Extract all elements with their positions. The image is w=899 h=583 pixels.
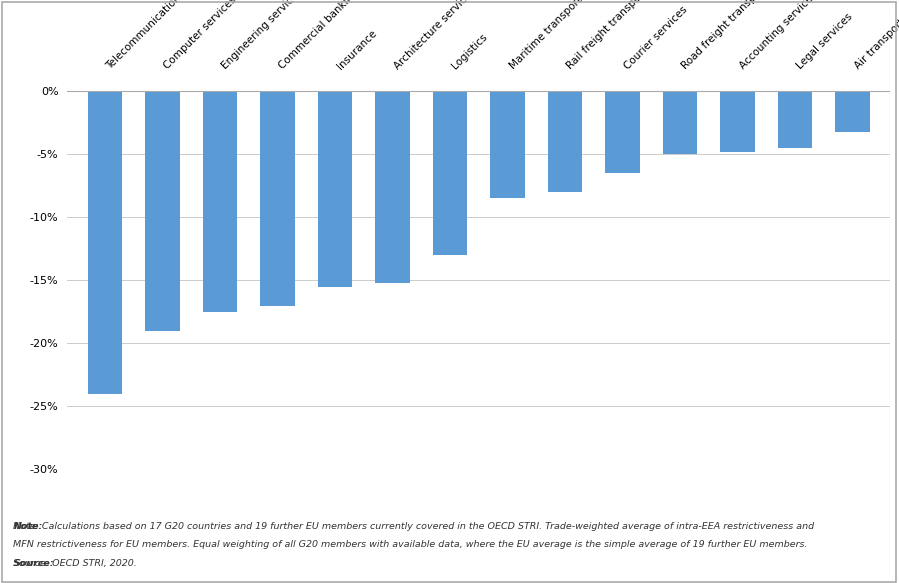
Text: (Average percentage of decrease in STRI values resulting from removal of existin: (Average percentage of decrease in STRI …: [13, 45, 520, 55]
Bar: [375, 92, 410, 283]
Bar: [490, 92, 525, 198]
Bar: [260, 92, 295, 305]
Bar: [663, 92, 698, 154]
Bar: [432, 92, 467, 255]
Bar: [202, 92, 237, 312]
Bar: [835, 92, 870, 132]
Bar: [87, 92, 122, 394]
Text: Figure 2. Reducing regulatory hurdles will lower barriers to services trade: Figure 2. Reducing regulatory hurdles wi…: [13, 16, 432, 26]
Bar: [605, 92, 640, 173]
Text: Note:: Note:: [13, 522, 43, 531]
Text: Source:: Source:: [13, 560, 54, 568]
Bar: [547, 92, 583, 192]
Bar: [778, 92, 813, 148]
Text: Note: Calculations based on 17 G20 countries and 19 further EU members currently: Note: Calculations based on 17 G20 count…: [13, 522, 814, 531]
Text: Source: OECD STRI, 2020.: Source: OECD STRI, 2020.: [13, 560, 138, 568]
Bar: [720, 92, 755, 152]
Bar: [317, 92, 352, 287]
Text: MFN restrictiveness for EU members. Equal weighting of all G20 members with avai: MFN restrictiveness for EU members. Equa…: [13, 540, 808, 549]
Bar: [145, 92, 180, 331]
